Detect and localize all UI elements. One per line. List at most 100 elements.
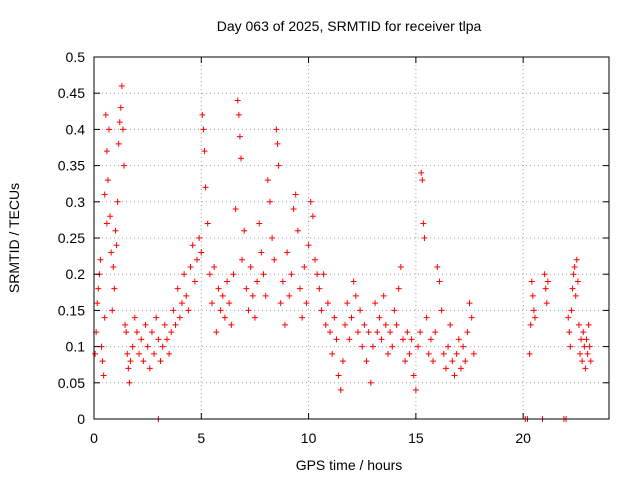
data-point (99, 358, 106, 365)
data-point (570, 271, 577, 278)
data-point (166, 350, 173, 357)
data-point (327, 329, 334, 336)
data-point (103, 148, 110, 155)
data-point (181, 271, 188, 278)
data-point (163, 336, 170, 343)
data-point (436, 278, 443, 285)
data-point (531, 314, 538, 321)
data-point (337, 387, 344, 394)
data-point (393, 321, 400, 328)
data-point (292, 191, 299, 198)
data-point (569, 285, 576, 292)
data-point (387, 329, 394, 336)
y-tick-label: 0 (77, 411, 85, 427)
data-point (410, 372, 417, 379)
data-point (245, 307, 252, 314)
data-points (92, 82, 594, 422)
plot-frame (93, 56, 610, 420)
data-point (140, 358, 147, 365)
y-tick-label: 0.5 (66, 49, 86, 65)
data-point (402, 358, 409, 365)
data-point (309, 213, 316, 220)
data-point (123, 329, 130, 336)
data-point (357, 307, 364, 314)
data-point (427, 336, 434, 343)
data-point (189, 242, 196, 249)
data-point (288, 271, 295, 278)
data-point (380, 292, 387, 299)
data-point (577, 350, 584, 357)
data-point (185, 307, 192, 314)
data-point (346, 336, 353, 343)
data-point (423, 314, 430, 321)
data-point (151, 350, 158, 357)
data-point (215, 285, 222, 292)
data-point (198, 249, 205, 256)
data-point (286, 292, 293, 299)
data-point (453, 350, 460, 357)
data-point (174, 285, 181, 292)
data-point (582, 365, 589, 372)
data-point (451, 372, 458, 379)
data-point (468, 314, 475, 321)
data-point (221, 314, 228, 321)
data-point (127, 358, 134, 365)
data-point (305, 242, 312, 249)
data-point (249, 292, 256, 299)
y-tick-label: 0.3 (66, 194, 86, 210)
data-point (243, 285, 250, 292)
data-point (445, 343, 452, 350)
data-point (144, 343, 151, 350)
data-point (277, 300, 284, 307)
data-point (579, 358, 586, 365)
data-point (200, 126, 207, 133)
data-point (176, 314, 183, 321)
data-point (382, 321, 389, 328)
data-point (378, 336, 385, 343)
data-point (92, 350, 99, 357)
data-point (359, 343, 366, 350)
data-point (301, 263, 308, 270)
data-point (425, 350, 432, 357)
data-point (440, 350, 447, 357)
data-point (466, 300, 473, 307)
y-tick-label: 0.05 (58, 375, 85, 391)
data-point (586, 343, 593, 350)
data-point (314, 271, 321, 278)
data-point (527, 321, 534, 328)
data-point (241, 227, 248, 234)
data-point (125, 365, 132, 372)
data-point (376, 314, 383, 321)
data-point (391, 307, 398, 314)
data-point (389, 343, 396, 350)
y-tick-label: 0.45 (58, 85, 85, 101)
data-point (447, 321, 454, 328)
data-point (101, 191, 108, 198)
data-point (344, 300, 351, 307)
data-point (251, 314, 258, 321)
data-point (202, 184, 209, 191)
data-point (374, 329, 381, 336)
data-point (183, 292, 190, 299)
data-point (580, 329, 587, 336)
data-point (372, 300, 379, 307)
data-point (97, 256, 104, 263)
data-point (331, 314, 338, 321)
data-point (172, 321, 179, 328)
data-point (320, 271, 327, 278)
data-point (348, 314, 355, 321)
data-point (565, 314, 572, 321)
x-tick-labels: 0 5 10 15 20 (90, 430, 531, 446)
data-point (100, 372, 107, 379)
x-axis-label: GPS time / hours (296, 457, 403, 473)
data-point (269, 235, 276, 241)
data-point (434, 263, 441, 270)
data-point (566, 329, 573, 336)
data-point (342, 321, 349, 328)
data-point (170, 307, 177, 314)
data-point (109, 307, 116, 314)
y-tick-label: 0.1 (66, 339, 86, 355)
data-point (432, 329, 439, 336)
data-point (339, 358, 346, 365)
